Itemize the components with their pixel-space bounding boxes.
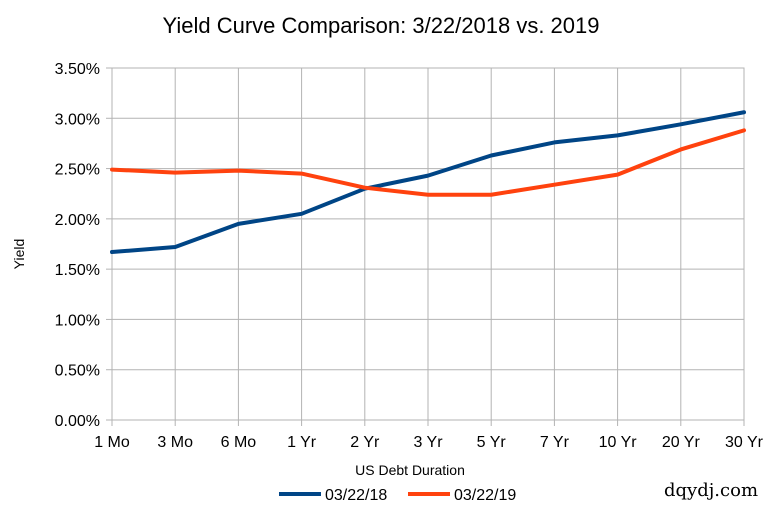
y-axis-label: Yield xyxy=(11,239,27,270)
legend-label-series-2: 03/22/19 xyxy=(454,487,516,504)
x-tick-label: 30 Yr xyxy=(725,434,764,451)
series-lines xyxy=(110,110,746,255)
x-tick-label: 2 Yr xyxy=(350,434,380,451)
x-tick-label: 3 Mo xyxy=(157,434,193,451)
x-tick-label: 5 Yr xyxy=(477,434,507,451)
x-tick-label: 6 Mo xyxy=(221,434,257,451)
plot-area-border xyxy=(111,67,745,421)
x-tick-label: 7 Yr xyxy=(540,434,570,451)
x-tick-label: 20 Yr xyxy=(662,434,701,451)
y-tick-label: 3.50% xyxy=(55,61,100,78)
y-tick-label: 3.00% xyxy=(55,111,100,128)
y-tick-label: 1.50% xyxy=(55,262,100,279)
series-line-1 xyxy=(110,110,746,255)
x-axis-label: US Debt Duration xyxy=(355,462,465,478)
y-tick-label: 1.00% xyxy=(55,312,100,329)
y-tick-label: 0.00% xyxy=(55,413,100,430)
x-tick-label: 3 Yr xyxy=(413,434,443,451)
x-tick-label: 10 Yr xyxy=(599,434,638,451)
x-tick-label: 1 Yr xyxy=(287,434,317,451)
y-axis-tick-labels: 0.00% 0.50% 1.00% 1.50% 2.00% 2.50% 3.00% 3.50% xyxy=(55,61,100,430)
legend-label-series-1: 03/22/18 xyxy=(325,487,387,504)
x-tick-label: 1 Mo xyxy=(94,434,130,451)
legend: 03/22/18 03/22/19 xyxy=(279,487,516,504)
y-tick-label: 2.50% xyxy=(55,162,100,179)
series-line-2 xyxy=(110,128,746,197)
watermark-text: dqydj.com xyxy=(664,480,758,501)
gridlines xyxy=(106,67,745,426)
y-tick-label: 0.50% xyxy=(55,363,100,380)
chart-title: Yield Curve Comparison: 3/22/2018 vs. 20… xyxy=(163,13,600,38)
y-tick-label: 2.00% xyxy=(55,212,100,229)
x-axis-tick-labels: 1 Mo 3 Mo 6 Mo 1 Yr 2 Yr 3 Yr 5 Yr 7 Yr 10 Yr 20 … xyxy=(94,434,763,451)
